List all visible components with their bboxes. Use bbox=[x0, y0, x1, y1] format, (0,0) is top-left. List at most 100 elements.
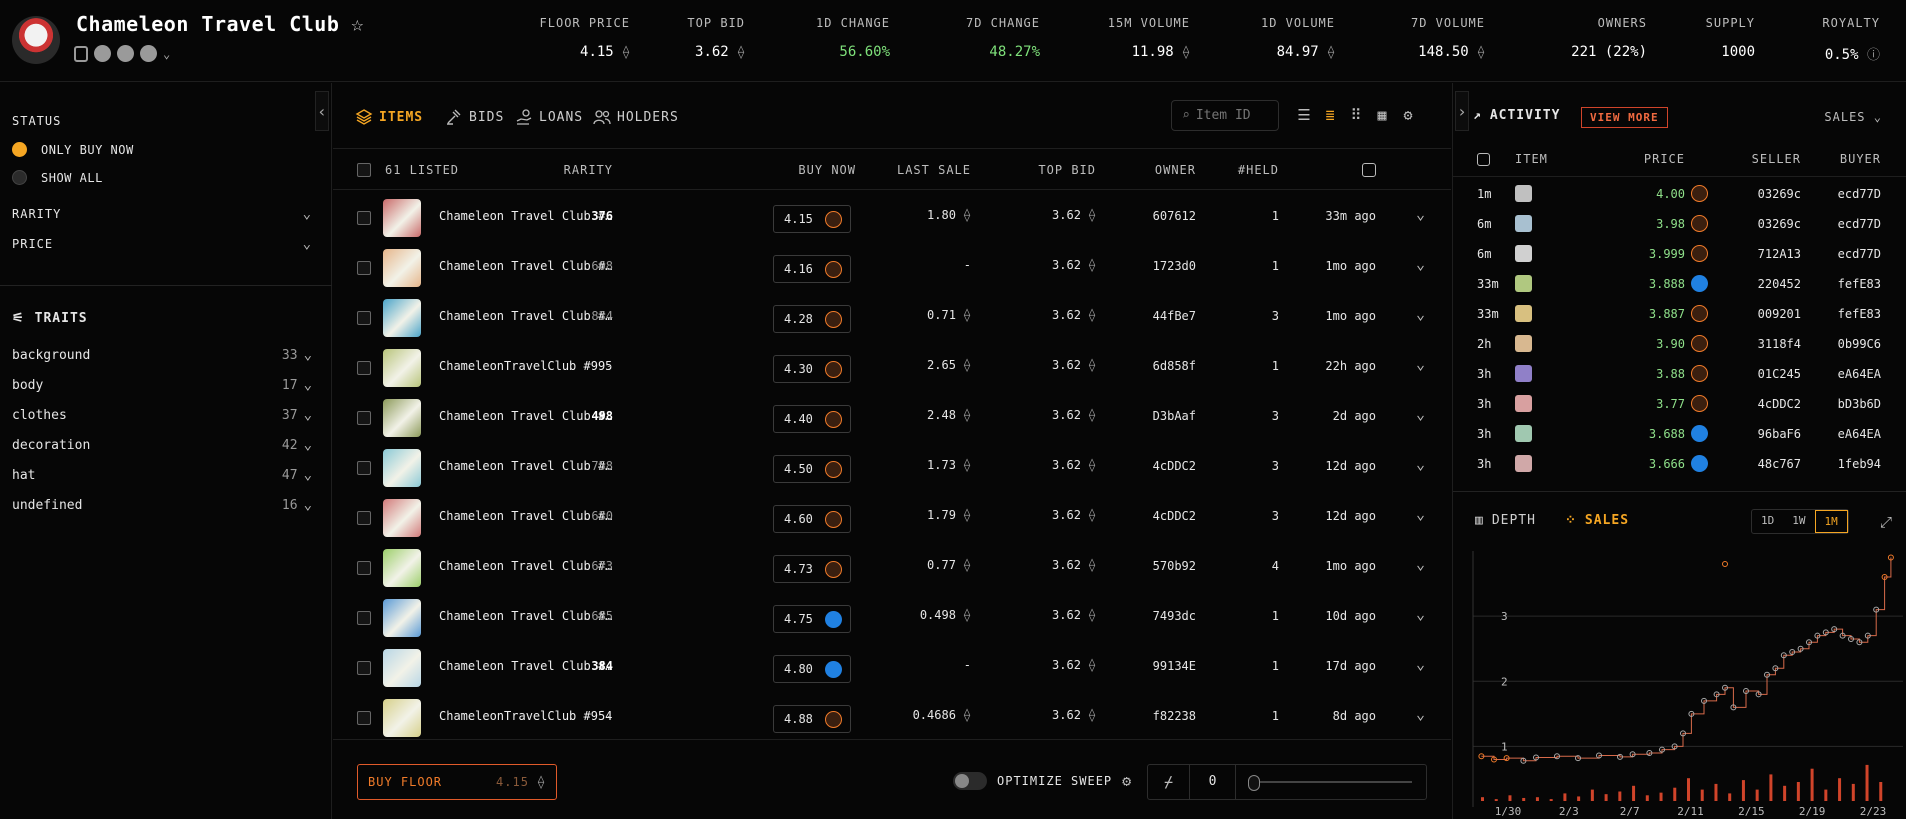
activity-buyer[interactable]: ecd77D bbox=[1837, 217, 1881, 231]
activity-buyer[interactable]: bD3b6D bbox=[1837, 397, 1881, 411]
item-name[interactable]: Chameleon Travel Club #… bbox=[439, 509, 613, 523]
activity-item-thumbnail[interactable] bbox=[1515, 455, 1532, 472]
activity-row[interactable]: 3h 3.88 01C245 eA64EA bbox=[1453, 359, 1906, 389]
tab-sales[interactable]: ⁘ SALES bbox=[1565, 513, 1629, 528]
table-row[interactable]: Chameleon Travel Club #… 758 4.50 1.73 ⟠ 3.6… bbox=[333, 441, 1451, 491]
sale-point[interactable] bbox=[1873, 606, 1880, 613]
trait-decoration[interactable]: decoration 42 ⌄ bbox=[12, 437, 312, 453]
sale-point[interactable] bbox=[1864, 632, 1871, 639]
owner-address[interactable]: f82238 bbox=[1152, 709, 1196, 723]
detail-list-view-icon[interactable]: ≣ bbox=[1325, 106, 1335, 124]
owner-address[interactable]: 44fBe7 bbox=[1152, 309, 1196, 323]
trait-undefined[interactable]: undefined 16 ⌄ bbox=[12, 497, 312, 513]
trait-background[interactable]: background 33 ⌄ bbox=[12, 347, 312, 363]
activity-item-thumbnail[interactable] bbox=[1515, 215, 1532, 232]
buy-floor-button[interactable]: BUY FLOOR 4.15 ⟠ bbox=[357, 764, 557, 800]
activity-row[interactable]: 6m 3.999 712A13 ecd77D bbox=[1453, 239, 1906, 269]
expand-row-chevron-icon[interactable]: ⌄ bbox=[1415, 255, 1425, 273]
chevron-down-icon[interactable]: ⌄ bbox=[163, 46, 171, 61]
sweep-count[interactable]: 0 bbox=[1190, 765, 1236, 799]
range-1m[interactable]: 1M bbox=[1814, 510, 1848, 533]
row-checkbox[interactable] bbox=[357, 211, 371, 225]
table-row[interactable]: ChameleonTravelClub #995-4.30 2.65 ⟠ 3.62 … bbox=[333, 341, 1451, 391]
activity-buyer[interactable]: eA64EA bbox=[1837, 427, 1881, 441]
tab-depth[interactable]: ▥ DEPTH bbox=[1475, 513, 1536, 528]
expand-row-chevron-icon[interactable]: ⌄ bbox=[1415, 405, 1425, 423]
buy-now-button[interactable]: 4.15 bbox=[773, 205, 851, 233]
item-name[interactable]: Chameleon Travel Club #… bbox=[439, 459, 613, 473]
sale-point[interactable] bbox=[1755, 691, 1762, 698]
activity-item-thumbnail[interactable] bbox=[1515, 395, 1532, 412]
activity-item-thumbnail[interactable] bbox=[1515, 275, 1532, 292]
sale-point[interactable] bbox=[1596, 752, 1602, 759]
row-checkbox[interactable] bbox=[357, 611, 371, 625]
sale-point[interactable] bbox=[1797, 645, 1804, 652]
owner-address[interactable]: 4cDDC2 bbox=[1152, 509, 1196, 523]
expand-row-chevron-icon[interactable]: ⌄ bbox=[1415, 555, 1425, 573]
activity-seller[interactable]: 03269c bbox=[1757, 217, 1801, 231]
activity-row[interactable]: 1m 4.00 03269c ecd77D bbox=[1453, 179, 1906, 209]
buy-now-header[interactable]: BUY NOW bbox=[798, 163, 856, 177]
broom-icon[interactable]: ⌿ bbox=[1148, 765, 1190, 799]
clock-icon[interactable] bbox=[1362, 163, 1376, 177]
optimize-sweep-toggle[interactable] bbox=[953, 772, 987, 790]
sale-point[interactable] bbox=[1839, 632, 1846, 639]
last-sale-header[interactable]: LAST SALE bbox=[896, 163, 971, 177]
only-buy-now-radio[interactable]: ONLY BUY NOW bbox=[12, 142, 134, 157]
sale-point[interactable] bbox=[1491, 756, 1497, 763]
collapse-right-icon[interactable]: › bbox=[1455, 91, 1469, 131]
row-checkbox[interactable] bbox=[357, 361, 371, 375]
activity-buyer[interactable]: fefE83 bbox=[1837, 277, 1881, 291]
activity-seller[interactable]: 48c767 bbox=[1757, 457, 1801, 471]
activity-buyer[interactable]: ecd77D bbox=[1837, 247, 1881, 261]
buy-now-button[interactable]: 4.40 bbox=[773, 405, 851, 433]
sweep-slider[interactable] bbox=[1248, 775, 1412, 791]
tab-items[interactable]: ITEMS bbox=[355, 108, 423, 126]
activity-seller[interactable]: 3118f4 bbox=[1757, 337, 1801, 351]
owner-address[interactable]: D3bAaf bbox=[1152, 409, 1196, 423]
sale-point[interactable] bbox=[1743, 688, 1749, 695]
trait-body[interactable]: body 17 ⌄ bbox=[12, 377, 312, 393]
sale-point[interactable] bbox=[1617, 753, 1623, 760]
buy-now-button[interactable]: 4.28 bbox=[773, 305, 851, 333]
show-all-radio[interactable]: SHOW ALL bbox=[12, 170, 103, 185]
sweep-settings-gear-icon[interactable]: ⚙ bbox=[1122, 772, 1133, 790]
sale-point[interactable] bbox=[1659, 746, 1665, 753]
activity-seller[interactable]: 4cDDC2 bbox=[1757, 397, 1801, 411]
item-thumbnail[interactable] bbox=[383, 699, 421, 737]
sale-point[interactable] bbox=[1503, 755, 1510, 762]
buy-now-button[interactable]: 4.30 bbox=[773, 355, 851, 383]
owner-address[interactable]: 6d858f bbox=[1152, 359, 1196, 373]
activity-seller[interactable]: 009201 bbox=[1757, 307, 1801, 321]
table-row[interactable]: Chameleon Travel Club #… 384 4.80 - 3.62 ⟠ 99… bbox=[333, 641, 1451, 691]
item-thumbnail[interactable] bbox=[383, 449, 421, 487]
sale-point[interactable] bbox=[1856, 639, 1863, 646]
item-thumbnail[interactable] bbox=[383, 499, 421, 537]
activity-item-thumbnail[interactable] bbox=[1515, 335, 1532, 352]
activity-row[interactable]: 3h 3.688 96baF6 eA64EA bbox=[1453, 419, 1906, 449]
buy-now-button[interactable]: 4.88 bbox=[773, 705, 851, 733]
item-id-search[interactable]: ⌕ bbox=[1171, 100, 1279, 131]
table-row[interactable]: Chameleon Travel Club #… 630 4.60 1.79 ⟠ 3.6… bbox=[333, 491, 1451, 541]
row-checkbox[interactable] bbox=[357, 461, 371, 475]
activity-seller[interactable]: 712A13 bbox=[1757, 247, 1801, 261]
buy-now-button[interactable]: 4.73 bbox=[773, 555, 851, 583]
owner-address[interactable]: 7493dc bbox=[1152, 609, 1196, 623]
sale-point[interactable] bbox=[1575, 755, 1581, 762]
item-name[interactable]: Chameleon Travel Club #… bbox=[439, 609, 613, 623]
row-checkbox[interactable] bbox=[357, 311, 371, 325]
item-name[interactable]: Chameleon Travel Club #… bbox=[439, 659, 613, 673]
range-1d[interactable]: 1D bbox=[1761, 514, 1775, 527]
settings-gear-icon[interactable]: ⚙ bbox=[1403, 106, 1413, 124]
expand-row-chevron-icon[interactable]: ⌄ bbox=[1415, 705, 1425, 723]
row-checkbox[interactable] bbox=[357, 711, 371, 725]
table-row[interactable]: Chameleon Travel Club #… 608 4.16 - 3.62 ⟠ 17… bbox=[333, 241, 1451, 291]
item-thumbnail[interactable] bbox=[383, 549, 421, 587]
sale-point[interactable] bbox=[1713, 691, 1720, 698]
item-name[interactable]: Chameleon Travel Club #… bbox=[439, 309, 613, 323]
sale-point[interactable] bbox=[1780, 652, 1787, 659]
activity-row[interactable]: 33m 3.888 220452 fefE83 bbox=[1453, 269, 1906, 299]
expand-row-chevron-icon[interactable]: ⌄ bbox=[1415, 455, 1425, 473]
trait-clothes[interactable]: clothes 37 ⌄ bbox=[12, 407, 312, 423]
table-row[interactable]: Chameleon Travel Club #… 685 4.75 0.498 ⟠ 3.… bbox=[333, 591, 1451, 641]
